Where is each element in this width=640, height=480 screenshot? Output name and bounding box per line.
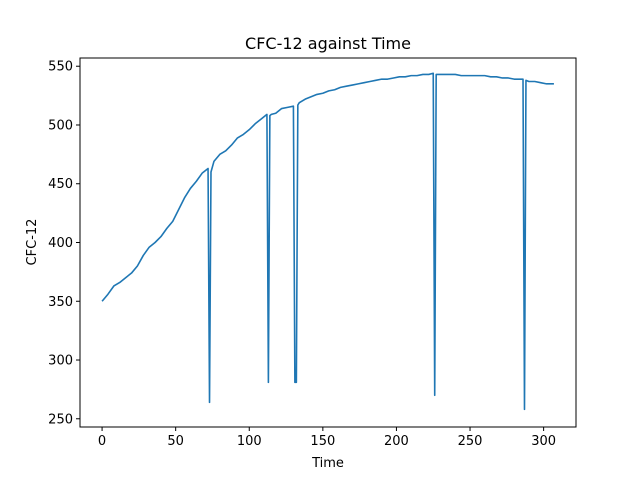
x-tick-label: 200 xyxy=(384,434,409,449)
x-tick-label: 100 xyxy=(237,434,262,449)
y-tick-label: 500 xyxy=(48,118,73,133)
y-tick-label: 450 xyxy=(48,177,73,192)
x-tick-label: 0 xyxy=(98,434,106,449)
y-tick-label: 550 xyxy=(48,60,73,75)
x-tick-label: 50 xyxy=(167,434,184,449)
x-tick-label: 300 xyxy=(531,434,556,449)
y-tick-label: 400 xyxy=(48,236,73,251)
y-tick-label: 250 xyxy=(48,412,73,427)
plot-area xyxy=(101,72,554,411)
axis-ticks: 0 50 100 150 200 250 300 250 300 350 400 450 500 550 xyxy=(48,60,556,449)
y-axis-label: CFC-12 xyxy=(25,219,40,266)
plot-frame xyxy=(79,57,577,428)
x-tick-label: 150 xyxy=(310,434,335,449)
series-line-0 xyxy=(101,72,554,411)
y-tick-label: 350 xyxy=(48,295,73,310)
chart-title: CFC-12 against Time xyxy=(245,34,411,53)
x-tick-label: 250 xyxy=(458,434,483,449)
x-axis-label: Time xyxy=(311,456,344,471)
y-tick-label: 300 xyxy=(48,354,73,369)
